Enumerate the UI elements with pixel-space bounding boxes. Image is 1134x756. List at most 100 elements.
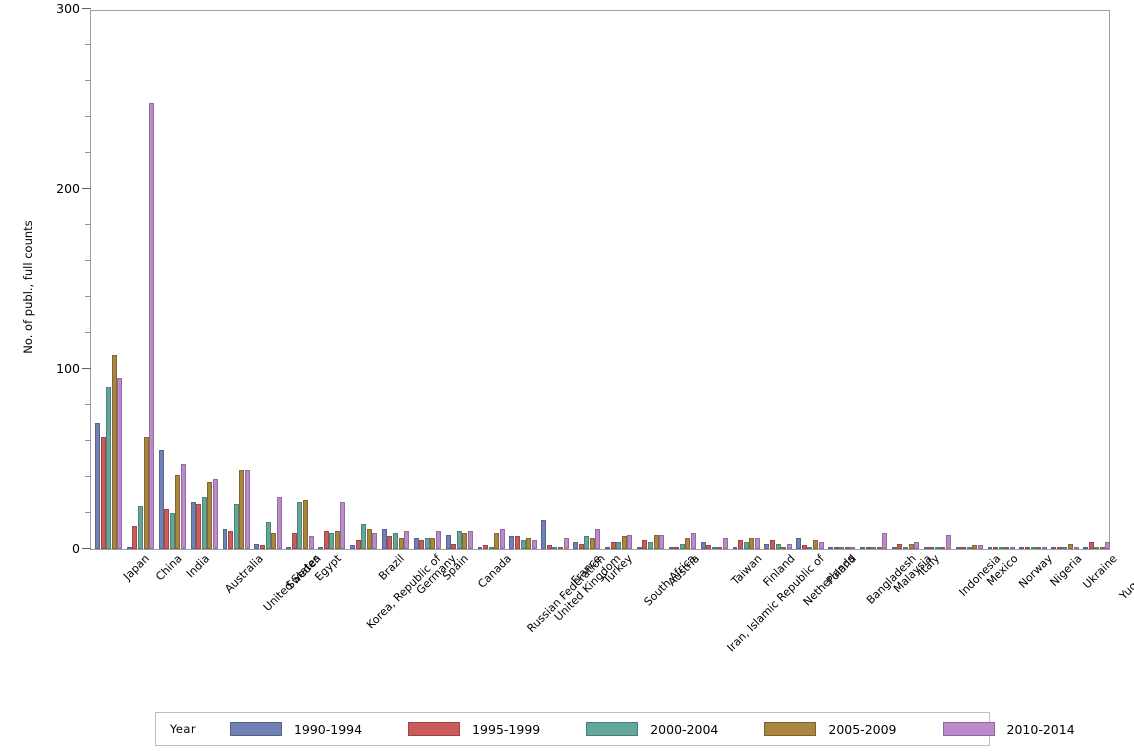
bar <box>801 545 807 549</box>
bar <box>706 545 712 549</box>
bar <box>531 540 537 549</box>
bar-group <box>126 11 155 549</box>
bar <box>674 547 680 549</box>
legend-item[interactable]: 2010-2014 <box>942 722 1075 737</box>
bar <box>239 469 245 549</box>
bar <box>340 502 346 549</box>
bar-group <box>1083 11 1111 549</box>
bar <box>1024 547 1030 549</box>
bar <box>430 538 436 549</box>
bar <box>181 464 187 549</box>
bar <box>749 538 755 549</box>
bar <box>691 532 697 549</box>
bar <box>201 496 207 549</box>
y-axis-title: No. of publ., full counts <box>21 220 35 354</box>
bar-group <box>732 11 761 549</box>
x-axis-label: Nigeria <box>1047 552 1085 590</box>
bar <box>627 534 633 549</box>
bar-group <box>700 11 729 549</box>
bar-group <box>477 11 506 549</box>
bar <box>149 102 155 549</box>
bar <box>796 538 802 549</box>
bar <box>998 547 1004 549</box>
legend-item[interactable]: 1995-1999 <box>408 722 540 737</box>
bar <box>398 538 404 549</box>
bar <box>1094 547 1100 549</box>
y-tick-minor <box>85 440 91 441</box>
legend-label: 2005-2009 <box>828 721 897 737</box>
bar <box>616 541 622 549</box>
bar <box>271 532 277 549</box>
bar <box>642 540 648 549</box>
bar-group <box>923 11 952 549</box>
bar <box>329 532 335 549</box>
bar <box>419 540 425 549</box>
bar <box>526 538 532 549</box>
bar <box>276 496 282 549</box>
bar <box>467 531 473 549</box>
bar <box>552 547 558 549</box>
bar <box>589 538 595 549</box>
bar <box>923 547 929 549</box>
y-tick-minor <box>85 224 91 225</box>
plot-area <box>82 8 1111 550</box>
bar <box>546 545 552 549</box>
bar <box>494 532 500 549</box>
bar <box>865 547 871 549</box>
x-axis-label: China <box>153 552 185 584</box>
bar <box>929 547 935 549</box>
bar <box>812 540 818 549</box>
bar-group <box>668 11 697 549</box>
bar <box>891 547 897 549</box>
bar <box>818 541 824 549</box>
bar <box>291 532 297 549</box>
y-tick-major <box>82 548 91 549</box>
bar <box>903 547 909 549</box>
legend-item[interactable]: 2005-2009 <box>764 721 897 737</box>
bar-group <box>573 11 601 549</box>
bar <box>1056 547 1062 549</box>
bar <box>259 545 265 549</box>
bar <box>781 547 787 549</box>
legend-item[interactable]: 2000-2004 <box>586 722 718 737</box>
bar-group <box>286 11 314 549</box>
bar <box>769 540 775 549</box>
x-axis-label: Taiwan <box>728 552 765 588</box>
bar <box>244 469 250 549</box>
legend-item[interactable]: 1990-1994 <box>229 722 362 737</box>
bar <box>595 529 601 549</box>
bar <box>871 547 877 549</box>
x-axis-label: Yugoslavia <box>1117 552 1134 603</box>
bar <box>222 529 228 549</box>
bar <box>732 547 738 549</box>
bar-group <box>1051 11 1079 549</box>
bar-group <box>1019 11 1047 549</box>
bar <box>940 547 946 549</box>
y-tick-minor <box>85 44 91 45</box>
bar <box>955 547 961 549</box>
legend-items: 1990-1994 1995-1999 2000-2004 2005-2009 2010… <box>229 721 1121 737</box>
bar <box>117 378 123 549</box>
bar <box>265 522 271 549</box>
bar <box>1088 541 1094 549</box>
bar <box>876 547 882 549</box>
bar <box>196 504 202 549</box>
bar-group <box>636 11 665 549</box>
bar-group <box>381 11 410 549</box>
bar <box>668 547 674 549</box>
bar <box>934 547 940 549</box>
bar <box>636 547 642 549</box>
y-tick-major <box>82 8 91 9</box>
x-axis-label: Norway <box>1016 552 1056 591</box>
legend-label: 2000-2004 <box>650 721 719 737</box>
bar <box>578 543 584 549</box>
bar-group <box>891 11 920 549</box>
bar <box>132 525 138 549</box>
y-tick-minor <box>85 332 91 333</box>
bar <box>190 502 196 549</box>
bar <box>175 475 181 549</box>
bar-groups <box>91 11 1111 549</box>
bar <box>387 536 393 549</box>
bar <box>839 547 845 549</box>
bar <box>563 538 569 549</box>
